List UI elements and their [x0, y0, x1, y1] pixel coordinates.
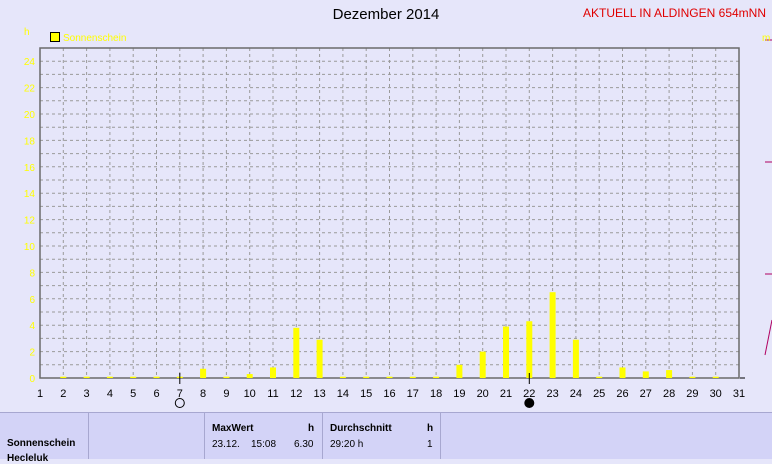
- x-tick-label: 5: [130, 388, 136, 400]
- bar: [246, 374, 253, 378]
- y-tick-label: 0: [29, 374, 35, 385]
- x-tick-label: 22: [523, 388, 535, 400]
- full-moon-icon: [174, 398, 185, 408]
- x-tick-label: 21: [500, 388, 512, 400]
- bar: [270, 367, 276, 378]
- y-tick-label: 22: [24, 84, 36, 95]
- x-tick-label: 25: [593, 388, 605, 400]
- x-tick-label: 17: [407, 388, 419, 400]
- bar: [479, 351, 486, 378]
- x-tick-label: 10: [244, 388, 256, 400]
- x-tick-label: 11: [267, 388, 278, 400]
- legend-swatch: [50, 32, 60, 42]
- x-tick-label: 1: [37, 388, 43, 400]
- x-tick-label: 6: [153, 388, 159, 400]
- y-tick-label: 8: [29, 268, 35, 279]
- bar: [666, 370, 673, 378]
- bar: [712, 376, 719, 378]
- avg-count: 1: [427, 439, 433, 450]
- station-label: AKTUELL IN ALDINGEN 654mNN: [583, 6, 766, 20]
- max-time: 15:08: [251, 439, 277, 450]
- bar: [456, 364, 463, 378]
- y-tick-label: 10: [24, 242, 36, 253]
- bar: [386, 376, 393, 378]
- y-tick-label: 14: [24, 189, 36, 200]
- avg-unit: h: [427, 423, 434, 434]
- x-tick-label: 4: [107, 388, 113, 400]
- bar: [433, 376, 440, 378]
- right-axis-line: [764, 319, 772, 356]
- avg-value: 29:20 h: [330, 439, 364, 450]
- x-tick-label: 31: [733, 388, 745, 400]
- bar: [619, 367, 626, 378]
- legend-label: Sonnenschein: [63, 33, 127, 44]
- x-tick-label: 30: [710, 388, 722, 400]
- x-tick-label: 13: [313, 388, 325, 400]
- empty-cell: [88, 413, 205, 459]
- bar: [106, 376, 113, 378]
- bar: [200, 368, 207, 378]
- y-tick-label: 12: [24, 216, 36, 227]
- avg-cell: Durchschnitt h 29:20 h 1: [322, 413, 441, 459]
- y-tick-label: 2: [29, 348, 35, 359]
- x-tick-label: 26: [616, 388, 628, 400]
- x-tick-label: 2: [60, 388, 66, 400]
- x-tick-label: 12: [290, 388, 302, 400]
- y-axis-unit: h: [24, 27, 30, 38]
- x-tick-label: 23: [546, 388, 558, 400]
- bar: [316, 339, 323, 378]
- max-header: MaxWert: [212, 423, 254, 434]
- new-moon-icon: [524, 398, 535, 408]
- bar: [596, 376, 603, 378]
- max-unit: h: [308, 423, 315, 434]
- max-value: 6.30: [294, 439, 314, 450]
- x-tick-label: 20: [477, 388, 489, 400]
- x-tick-label: 16: [383, 388, 395, 400]
- x-tick-label: 14: [337, 388, 349, 400]
- row-label-cell: Sonnenschein Hecleluk: [0, 413, 89, 464]
- x-tick-label: 24: [570, 388, 582, 400]
- x-tick-label: 29: [686, 388, 698, 400]
- right-axis-unit: m: [762, 33, 771, 44]
- bar: [153, 376, 160, 378]
- x-tick-label: 28: [663, 388, 675, 400]
- legend: Sonnenschein: [50, 32, 126, 44]
- bar: [549, 292, 556, 378]
- x-tick-label: 9: [223, 388, 229, 400]
- bar: [526, 321, 533, 378]
- bar: [130, 376, 137, 378]
- max-cell: MaxWert h 23.12. 15:08 6.30: [204, 413, 323, 459]
- bar: [339, 376, 346, 378]
- bar: [293, 327, 300, 378]
- bar: [83, 376, 90, 378]
- bar: [409, 376, 416, 378]
- bar: [503, 326, 509, 378]
- y-tick-label: 24: [24, 57, 36, 68]
- x-tick-label: 15: [360, 388, 372, 400]
- chart-title: Dezember 2014: [332, 6, 440, 23]
- bar: [223, 376, 230, 378]
- x-tick-label: 27: [640, 388, 652, 400]
- bar: [642, 371, 649, 378]
- y-tick-label: 20: [24, 110, 36, 121]
- x-tick-label: 19: [453, 388, 465, 400]
- y-tick-label: 4: [29, 321, 35, 332]
- bar: [572, 339, 579, 378]
- max-date: 23.12.: [212, 439, 240, 450]
- y-tick-label: 18: [24, 136, 36, 147]
- x-tick-label: 8: [200, 388, 206, 400]
- x-tick-label: 7: [177, 388, 183, 400]
- y-tick-label: 6: [29, 295, 35, 306]
- row-label: Sonnenschein: [7, 438, 76, 449]
- x-tick-label: 3: [84, 388, 90, 400]
- y-tick-label: 16: [24, 163, 36, 174]
- bar: [363, 376, 370, 378]
- summary-table: Sonnenschein Hecleluk MaxWert h 23.12. 1…: [0, 412, 772, 464]
- bar: [689, 376, 696, 378]
- row-label-2: Hecleluk: [7, 453, 49, 464]
- x-tick-label: 18: [430, 388, 442, 400]
- avg-header: Durchschnitt: [330, 423, 392, 434]
- bar: [60, 376, 67, 378]
